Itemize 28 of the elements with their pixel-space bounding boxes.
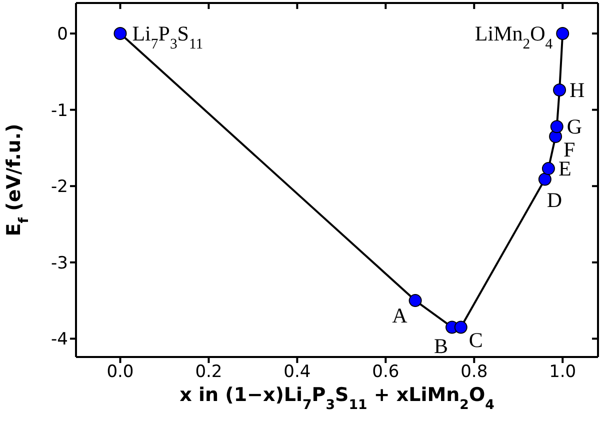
x-tick-label: 0.6 — [372, 362, 400, 382]
point — [553, 83, 566, 96]
y-tick-label: 0 — [57, 24, 68, 45]
x-tick-label: 0.8 — [460, 362, 488, 382]
y-tick-label: -1 — [51, 100, 68, 121]
point — [538, 172, 552, 186]
point — [114, 27, 127, 40]
annotation: C — [468, 328, 483, 352]
annotation: H — [570, 78, 585, 102]
annotation: A — [392, 304, 408, 328]
annotation: B — [434, 334, 448, 358]
y-tick-label: -4 — [51, 330, 68, 350]
y-tick-label: -3 — [51, 253, 68, 274]
x-tick-label: 0.4 — [284, 362, 311, 382]
point — [408, 294, 422, 308]
point — [556, 27, 570, 40]
text: x in (1−x)Li$_{7}$P$_{3}$S$_{11}$ + xLiMn$_{2}$O$_{4}$ — [180, 384, 494, 412]
annotation: LiMn$_{2}$O$_{4}$ — [474, 22, 554, 53]
annotation: G — [566, 114, 582, 139]
point — [454, 320, 468, 334]
x-tick-label: 1.0 — [549, 362, 576, 382]
point — [550, 120, 564, 134]
x-tick-label: 0.0 — [106, 362, 134, 382]
x-tick-label: 0.2 — [195, 362, 222, 382]
y-tick-label: -2 — [51, 177, 68, 198]
point — [542, 162, 555, 176]
annotation: Li$_{7}$P$_{3}$S$_{11}$ — [132, 22, 204, 53]
annotation: D — [546, 188, 562, 212]
